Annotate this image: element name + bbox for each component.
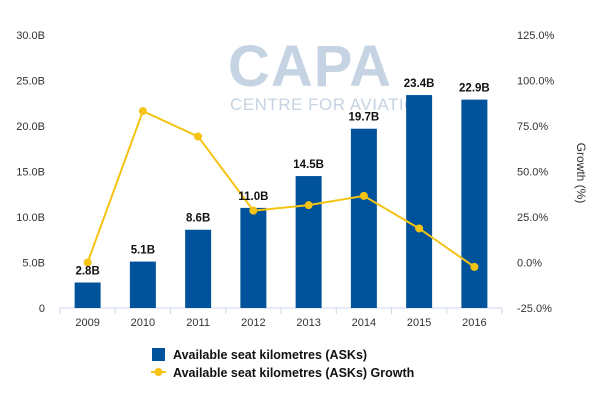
y-right-tick-label: 0.0%	[517, 258, 542, 270]
legend: Available seat kilometres (ASKs) Availab…	[151, 348, 414, 380]
y-right-tick-label: 50.0%	[517, 167, 548, 179]
legend-item-growth[interactable]: Available seat kilometres (ASKs) Growth	[151, 366, 414, 380]
capa-watermark: CAPA CENTRE FOR AVIATION	[228, 34, 431, 114]
bar-2011	[185, 229, 212, 308]
x-tick-label: 2014	[352, 317, 376, 329]
growth-point-2016	[470, 262, 479, 271]
legend-label-growth: Available seat kilometres (ASKs) Growth	[173, 366, 414, 380]
bar-2012	[240, 207, 267, 308]
y-left-tick-label: 0	[39, 303, 45, 315]
bar-2016	[461, 99, 488, 308]
data-label-2013: 14.5B	[293, 159, 324, 171]
data-label-2016: 22.9B	[459, 83, 490, 95]
legend-item-asks[interactable]: Available seat kilometres (ASKs)	[152, 348, 367, 362]
x-tick-label: 2016	[462, 317, 486, 329]
y-left-tick-label: 30.0B	[16, 30, 45, 42]
growth-point-2011	[194, 132, 203, 141]
x-tick-label: 2011	[186, 317, 210, 329]
y-right-tick-label: 75.0%	[517, 121, 548, 133]
y-left-tick-label: 15.0B	[16, 167, 45, 179]
growth-point-2009	[83, 258, 92, 267]
y2-axis-title: Growth (%)	[574, 143, 588, 204]
legend-bar-swatch	[152, 348, 165, 361]
data-label-2015: 23.4B	[404, 78, 435, 90]
y-right-tick-label: -25.0%	[517, 303, 552, 315]
y-right-tick-label: 125.0%	[517, 30, 555, 42]
growth-line	[86, 109, 475, 268]
y2-axis-title-group: Growth (%)	[574, 143, 588, 204]
y-left-axis: 0 5.0B 10.0B 15.0B 20.0B 25.0B 30.0B	[16, 30, 45, 315]
y-right-tick-label: 100.0%	[517, 76, 555, 88]
growth-point-2010	[138, 107, 147, 116]
bar-series	[74, 95, 488, 308]
bar-2013	[295, 176, 322, 308]
y-left-tick-label: 25.0B	[16, 76, 45, 88]
growth-line-series	[83, 107, 479, 271]
growth-point-2012	[249, 206, 258, 215]
x-tick-label: 2010	[131, 317, 155, 329]
legend-label-asks: Available seat kilometres (ASKs)	[173, 348, 367, 362]
y-left-tick-label: 10.0B	[16, 212, 45, 224]
y-right-axis: -25.0% 0.0% 25.0% 50.0% 75.0% 100.0% 125.0%	[517, 30, 555, 315]
bar-2014	[350, 128, 377, 308]
data-label-2010: 5.1B	[131, 245, 155, 257]
watermark-tagline: CENTRE FOR AVIATION	[230, 95, 431, 114]
x-tick-label: 2015	[407, 317, 431, 329]
x-tick-label: 2012	[241, 317, 265, 329]
legend-line-marker	[154, 368, 163, 376]
y-left-tick-label: 5.0B	[22, 258, 45, 270]
data-label-2009: 2.8B	[75, 266, 99, 278]
x-tick-label: 2013	[296, 317, 320, 329]
y-left-tick-label: 20.0B	[16, 121, 45, 133]
bar-2015	[406, 95, 433, 308]
data-label-2011: 8.6B	[186, 213, 210, 225]
y-right-tick-label: 25.0%	[517, 212, 548, 224]
data-label-2014: 19.7B	[349, 112, 380, 124]
watermark-logo: CAPA	[228, 34, 392, 99]
x-axis: 2009 2010 2011 2012 2013 2014 2015 2016	[59, 308, 503, 329]
data-label-2012: 11.0B	[238, 191, 268, 203]
bar-2009	[74, 282, 101, 308]
bar-2010	[129, 261, 156, 308]
growth-point-2015	[415, 224, 424, 233]
x-tick-label: 2009	[75, 317, 99, 329]
growth-point-2013	[304, 201, 313, 210]
growth-point-2014	[359, 191, 368, 200]
bar-data-labels: 2.8B 5.1B 8.6B 11.0B 14.5B 19.7B 23.4B 22.9B	[75, 78, 489, 277]
